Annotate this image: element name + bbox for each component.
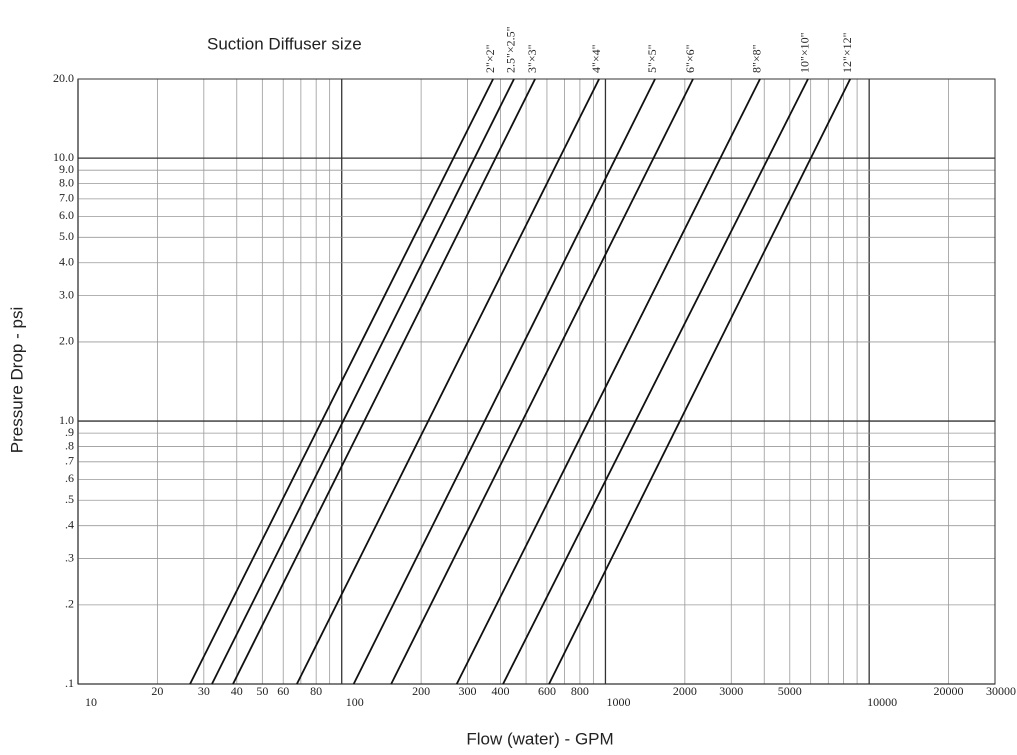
series-label: 6"×6" (683, 44, 697, 73)
y-tick-label: .7 (65, 454, 74, 468)
series-line (548, 78, 851, 685)
x-tick-label: 10000 (867, 695, 897, 709)
series-label: 10"×10" (798, 32, 812, 73)
y-tick-label: 9.0 (59, 162, 74, 176)
x-tick-label: 300 (459, 684, 477, 698)
y-tick-label: .4 (65, 517, 74, 531)
y-tick-label: 20.0 (53, 71, 74, 85)
series-line (352, 78, 656, 685)
y-tick-label: 10.0 (53, 150, 74, 164)
series-line (390, 78, 694, 685)
y-tick-label: .9 (65, 425, 74, 439)
x-tick-label: 40 (231, 684, 243, 698)
x-tick-label: 80 (310, 684, 322, 698)
y-axis-label: Pressure Drop - psi (7, 307, 26, 453)
y-tick-label: 5.0 (59, 229, 74, 243)
series-label: 5"×5" (645, 44, 659, 73)
y-tick-label: .8 (65, 438, 74, 452)
x-tick-label: 20 (151, 684, 163, 698)
x-tick-label: 20000 (934, 684, 964, 698)
y-tick-label: 6.0 (59, 208, 74, 222)
y-tick-label: 7.0 (59, 191, 74, 205)
chart-title: Suction Diffuser size (207, 34, 362, 53)
x-tick-label: 50 (256, 684, 268, 698)
x-tick-label: 3000 (719, 684, 743, 698)
series-line (296, 78, 600, 685)
x-tick-label: 30 (198, 684, 210, 698)
x-tick-label: 10 (85, 695, 97, 709)
series-label: 2.5"×2.5" (504, 26, 518, 73)
y-tick-label: 2.0 (59, 334, 74, 348)
series-label: 4"×4" (589, 44, 603, 73)
x-tick-label: 600 (538, 684, 556, 698)
series-label: 2"×2" (483, 44, 497, 73)
series-line (211, 78, 515, 685)
x-tick-label: 1000 (606, 695, 630, 709)
series-line (232, 78, 536, 685)
series-line (189, 78, 494, 685)
y-tick-label: 8.0 (59, 175, 74, 189)
y-tick-label: .5 (65, 492, 74, 506)
plot-frame (77, 78, 996, 685)
series-label: 12"×12" (840, 32, 854, 73)
y-tick-label: .2 (65, 597, 74, 611)
y-tick-label: .6 (65, 471, 74, 485)
series-line (455, 78, 761, 685)
y-tick-label: .3 (65, 550, 74, 564)
x-tick-label: 5000 (778, 684, 802, 698)
x-tick-label: 200 (412, 684, 430, 698)
y-tick-label: 4.0 (59, 255, 74, 269)
series-line (502, 78, 809, 685)
x-tick-label: 400 (492, 684, 510, 698)
x-tick-label: 2000 (673, 684, 697, 698)
y-tick-label: 3.0 (59, 287, 74, 301)
series-label: 8"×8" (750, 44, 764, 73)
x-tick-label: 30000 (986, 684, 1016, 698)
x-tick-label: 100 (346, 695, 364, 709)
x-tick-label: 60 (277, 684, 289, 698)
x-tick-label: 800 (571, 684, 589, 698)
y-tick-label: .1 (65, 676, 74, 690)
series-label: 3"×3" (525, 44, 539, 73)
x-axis-label: Flow (water) - GPM (466, 729, 613, 748)
y-tick-label: 1.0 (59, 413, 74, 427)
